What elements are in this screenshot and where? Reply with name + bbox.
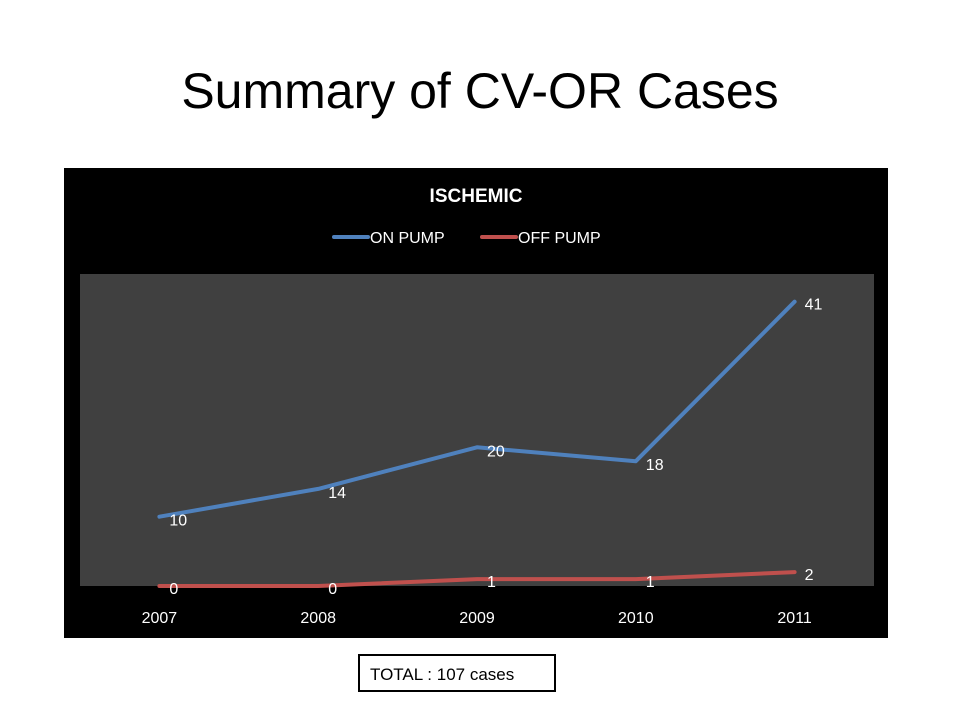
x-tick-label: 2008 xyxy=(300,610,336,627)
data-label: 2 xyxy=(805,567,814,584)
data-label: 1 xyxy=(646,574,655,591)
chart-legend: ON PUMP OFF PUMP xyxy=(332,230,601,247)
x-tick-label: 2009 xyxy=(459,610,495,627)
series-layer: 10 14 20 18 41 0 0 1 1 2 xyxy=(157,297,823,598)
data-label: 0 xyxy=(169,581,178,598)
x-tick-label: 2010 xyxy=(618,610,654,627)
data-label: 20 xyxy=(487,443,505,460)
legend-label: OFF PUMP xyxy=(518,230,601,247)
x-tick-label: 2011 xyxy=(777,610,812,627)
chart-title: ISCHEMIC xyxy=(430,186,523,207)
data-label: 18 xyxy=(646,457,664,474)
total-cases-box: TOTAL : 107 cases xyxy=(358,654,556,692)
x-axis: 2007 2008 2009 2010 2011 xyxy=(142,610,812,627)
line-chart: ISCHEMIC ON PUMP OFF PUMP 10 14 20 18 41 0 0 1 1 2… xyxy=(80,186,874,627)
data-label: 41 xyxy=(805,297,823,314)
slide-title: Summary of CV-OR Cases xyxy=(181,63,779,119)
series-line xyxy=(157,299,797,519)
legend-label: ON PUMP xyxy=(370,230,445,247)
series-line xyxy=(157,570,797,588)
plot-area xyxy=(80,274,874,586)
chart-panel: ISCHEMIC ON PUMP OFF PUMP 10 14 20 18 41 0 0 1 1 2… xyxy=(64,168,888,638)
x-tick-label: 2007 xyxy=(142,610,178,627)
data-label: 1 xyxy=(487,574,496,591)
data-label: 14 xyxy=(328,485,346,502)
data-label: 10 xyxy=(169,513,187,530)
data-label: 0 xyxy=(328,581,337,598)
